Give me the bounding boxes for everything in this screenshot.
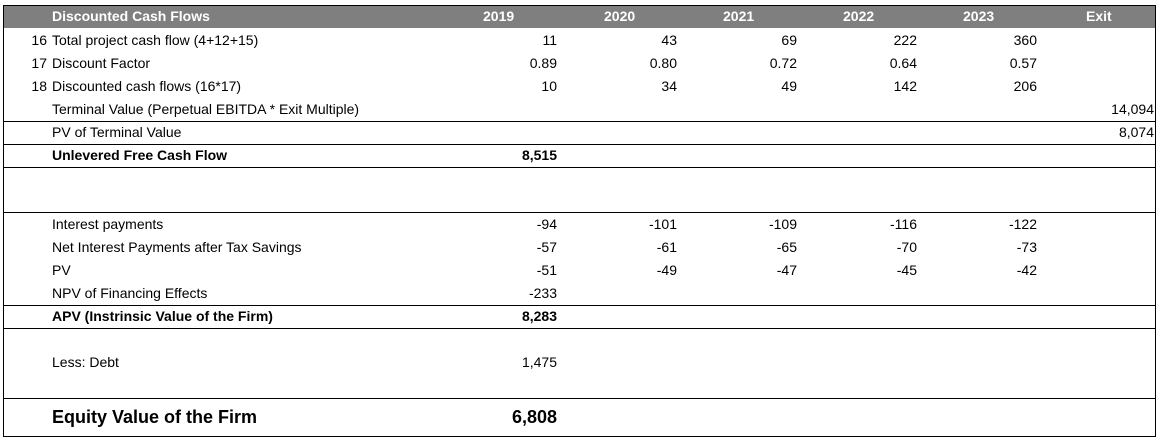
value-2019: -233 — [528, 285, 557, 301]
row-label: Net Interest Payments after Tax Savings — [52, 239, 302, 255]
value-2022: -45 — [896, 262, 917, 278]
apv-label: APV (Instrinsic Value of the Firm) — [52, 308, 273, 324]
value-2023: -42 — [1016, 262, 1037, 278]
financing-row: Net Interest Payments after Tax Savings … — [3, 239, 1156, 259]
value-2022: 0.64 — [889, 55, 917, 71]
row-divider — [3, 398, 1156, 399]
row-label: Total project cash flow (4+12+15) — [52, 32, 259, 48]
row-label: PV — [52, 262, 71, 278]
ufcf-label: Unlevered Free Cash Flow — [52, 147, 228, 163]
header-row: Discounted Cash Flows 2019 2020 2021 202… — [3, 5, 1156, 28]
value-2020: -61 — [656, 239, 677, 255]
value-2021: 49 — [781, 78, 797, 94]
row-number: 16 — [31, 32, 47, 48]
value-2020: -49 — [656, 262, 677, 278]
debt-row: Less: Debt 1,475 — [3, 354, 1156, 374]
value-2019: 0.89 — [529, 55, 557, 71]
debt-label: Less: Debt — [52, 354, 119, 370]
header-year-2022: 2022 — [843, 8, 875, 24]
row-divider — [3, 212, 1156, 213]
value-2021: -109 — [768, 216, 797, 232]
header-year-2019: 2019 — [483, 8, 515, 24]
value-2022: -116 — [890, 216, 917, 232]
value-2020: 34 — [661, 78, 677, 94]
value-2020: 43 — [661, 32, 677, 48]
debt-value: 1,475 — [521, 354, 557, 370]
value-2021: -65 — [776, 239, 797, 255]
value-2021: -47 — [776, 262, 797, 278]
row-label: Interest payments — [52, 216, 164, 232]
header-exit: Exit — [1086, 8, 1112, 24]
row-label: Discounted cash flows (16*17) — [52, 78, 242, 94]
value-2021: 69 — [781, 32, 797, 48]
header-year-2020: 2020 — [604, 8, 636, 24]
row-divider — [3, 328, 1156, 329]
row-number: 18 — [31, 78, 47, 94]
header-year-2021: 2021 — [723, 8, 755, 24]
value-2023: 206 — [1013, 78, 1037, 94]
equity-row: Equity Value of the Firm 6,808 — [3, 407, 1156, 431]
value-2020: -101 — [648, 216, 677, 232]
row-label: PV of Terminal Value — [52, 124, 182, 140]
dcf-row: Terminal Value (Perpetual EBITDA * Exit … — [3, 101, 1156, 121]
apv-row: APV (Instrinsic Value of the Firm) 8,283 — [3, 308, 1156, 328]
apv-value: 8,283 — [521, 308, 557, 324]
financing-row: Interest payments -94 -101 -109 -116 -12… — [3, 216, 1156, 236]
financing-row: NPV of Financing Effects -233 — [3, 285, 1156, 305]
financing-row: PV -51 -49 -47 -45 -42 — [3, 262, 1156, 282]
row-label: Terminal Value (Perpetual EBITDA * Exit … — [52, 101, 360, 117]
value-2019: 11 — [542, 32, 557, 48]
value-2023: -122 — [1008, 216, 1037, 232]
dcf-row: 18 Discounted cash flows (16*17) 10 34 4… — [3, 78, 1156, 98]
value-2022: -70 — [896, 239, 917, 255]
ufcf-value: 8,515 — [521, 147, 557, 163]
header-title: Discounted Cash Flows — [52, 8, 210, 24]
value-2019: -51 — [536, 262, 557, 278]
equity-label: Equity Value of the Firm — [52, 407, 258, 427]
value-exit: 14,094 — [1111, 101, 1154, 117]
value-2022: 142 — [893, 78, 917, 94]
value-2022: 222 — [893, 32, 917, 48]
row-number: 17 — [31, 55, 47, 71]
row-label: NPV of Financing Effects — [52, 285, 208, 301]
row-divider — [3, 121, 1156, 122]
ufcf-row: Unlevered Free Cash Flow 8,515 — [3, 147, 1156, 167]
value-2019: -94 — [536, 216, 557, 232]
dcf-row: PV of Terminal Value 8,074 — [3, 124, 1156, 144]
row-divider — [3, 144, 1156, 145]
equity-value: 6,808 — [511, 407, 557, 427]
row-divider — [3, 305, 1156, 306]
dcf-row: 16 Total project cash flow (4+12+15) 11 … — [3, 32, 1156, 52]
value-2023: -73 — [1016, 239, 1037, 255]
value-2023: 0.57 — [1009, 55, 1037, 71]
header-year-2023: 2023 — [963, 8, 995, 24]
value-2019: 10 — [541, 78, 557, 94]
row-divider — [3, 167, 1156, 168]
value-2020: 0.80 — [649, 55, 677, 71]
row-label: Discount Factor — [52, 55, 151, 71]
value-2023: 360 — [1013, 32, 1037, 48]
value-2021: 0.72 — [769, 55, 797, 71]
value-exit: 8,074 — [1118, 124, 1154, 140]
dcf-row: 17 Discount Factor 0.89 0.80 0.72 0.64 0… — [3, 55, 1156, 75]
value-2019: -57 — [536, 239, 557, 255]
